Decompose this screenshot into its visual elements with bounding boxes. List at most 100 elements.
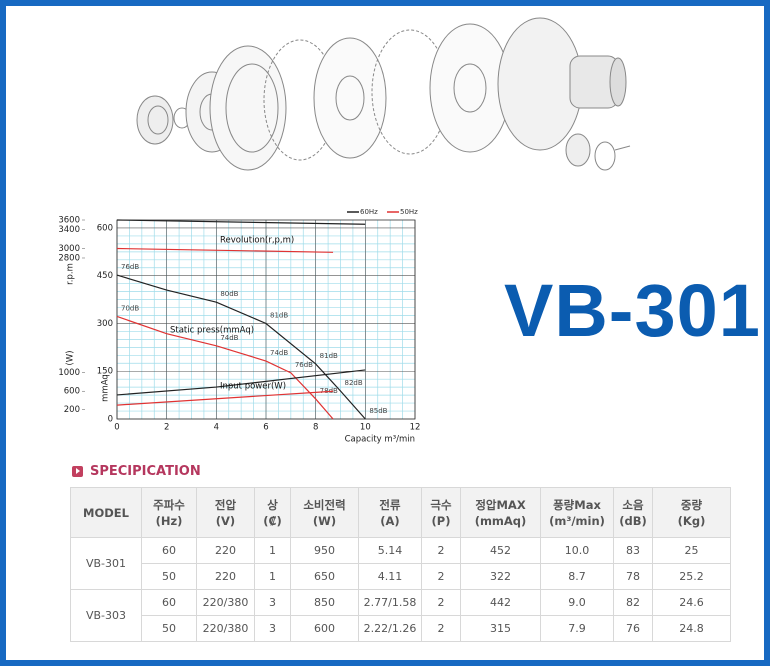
- x-tick-label: 0: [114, 423, 119, 433]
- model-name: VB-301: [504, 269, 761, 352]
- y-tick-label: 450: [97, 271, 113, 281]
- legend-label: 60Hz: [360, 208, 378, 216]
- body-cell: 220/380: [196, 589, 255, 616]
- y-tick-label: 300: [97, 319, 113, 329]
- header-text: (P): [431, 513, 451, 528]
- curve-label: Static press(mmAq): [170, 326, 254, 336]
- y-tick-label: 600: [64, 387, 80, 397]
- body-cell: 2: [421, 589, 461, 616]
- body-cell: 2.22/1.26: [358, 615, 422, 642]
- header-text: (W): [312, 513, 337, 528]
- point-label: 70dB: [121, 304, 139, 312]
- y-tick-label: 1000: [58, 368, 80, 378]
- body-cell: 25.2: [652, 563, 731, 590]
- header-text: (Kg): [677, 513, 706, 528]
- point-label: 76dB: [295, 361, 313, 369]
- header-text: 상: [267, 497, 278, 512]
- y-tick-label: 3000: [58, 244, 80, 254]
- body-cell: 220: [196, 537, 255, 564]
- header-cell: 상 (₡): [254, 487, 291, 538]
- body-cell: 10.0: [540, 537, 614, 564]
- x-tick-label: 10: [360, 423, 371, 433]
- y-tick-label: 3400: [58, 225, 80, 235]
- body-cell: 220: [196, 563, 255, 590]
- x-axis-title: Capacity m³/min: [345, 435, 415, 445]
- body-cell: 24.6: [652, 589, 731, 616]
- body-cell: 315: [460, 615, 541, 642]
- body-cell: 50: [141, 563, 197, 590]
- header-cell: 극수 (P): [421, 487, 461, 538]
- body-cell: 452: [460, 537, 541, 564]
- header-cell: 중량 (Kg): [652, 487, 731, 538]
- y-tick-label: 2800: [58, 253, 80, 263]
- curve: [116, 390, 334, 406]
- body-cell: 1: [254, 537, 291, 564]
- header-text: (m³/min): [549, 513, 605, 528]
- header-text: 중량: [680, 497, 703, 512]
- point-label: 76dB: [121, 263, 139, 271]
- body-row: VB-301 60 220 1 950 5.14 2 452 10.0 83 25: [70, 537, 731, 590]
- header-text: 정압MAX: [475, 497, 526, 512]
- header-cell: 소음 (dB): [613, 487, 653, 538]
- header-text: 전압: [214, 497, 237, 512]
- plot-frame: [116, 219, 416, 420]
- header-text: (V): [215, 513, 236, 528]
- header-row: MODEL 주파수 (Hz) 전압 (V) 상 (₡) 소비전력 (W) 전류 (A) 극수 (P) 정압…: [70, 487, 731, 538]
- body-cell: 600: [290, 615, 359, 642]
- header-text: 소비전력: [303, 497, 346, 512]
- x-tick-label: 2: [164, 423, 169, 433]
- section-icon: [72, 466, 83, 477]
- header-cell: MODEL: [70, 487, 142, 538]
- section-title: SPECIPICATION: [90, 464, 201, 479]
- y-axis-title: (W): [66, 350, 76, 365]
- body-cell: 3: [254, 589, 291, 616]
- body-cell: 60: [141, 537, 197, 564]
- body-cell: 3: [254, 615, 291, 642]
- curve: [116, 369, 366, 396]
- header-text: (Hz): [155, 513, 183, 528]
- y-axis-title: mmAq: [101, 374, 111, 402]
- section-heading: SPECIPICATION: [72, 464, 201, 479]
- header-cell: 주파수 (Hz): [141, 487, 197, 538]
- body-cell: 25: [652, 537, 731, 564]
- body-cell: 4.11: [358, 563, 422, 590]
- legend-label: 50Hz: [400, 208, 418, 216]
- x-tick-label: 6: [263, 423, 268, 433]
- body-cell: 82: [613, 589, 653, 616]
- curve-label: Revolution(r,p,m): [220, 236, 294, 246]
- body-cell: 1: [254, 563, 291, 590]
- header-text: 전류: [379, 497, 401, 512]
- point-label: 74dB: [220, 334, 238, 342]
- header-cell: 소비전력 (W): [290, 487, 359, 538]
- point-label: 85dB: [369, 407, 387, 415]
- body-cell: 50: [141, 615, 197, 642]
- body-row: 50 220/380 3 600 2.22/1.26 2 315 7.9 76 24.8: [71, 615, 731, 642]
- header-text: MODEL: [83, 505, 129, 520]
- body-cell: 950: [290, 537, 359, 564]
- curve-label: Input power(W): [220, 382, 286, 392]
- point-label: 74dB: [270, 349, 288, 357]
- model-cell: VB-301: [70, 537, 142, 590]
- body-cell: 2.77/1.58: [358, 589, 422, 616]
- body-cell: 442: [460, 589, 541, 616]
- model-cell: VB-303: [70, 589, 142, 642]
- y-tick-label: 150: [97, 367, 113, 377]
- y-tick-label: 3600: [58, 216, 80, 226]
- fan-illustration: [136, 17, 631, 171]
- spec-table: MODEL 주파수 (Hz) 전압 (V) 상 (₡) 소비전력 (W) 전류 (A) 극수 (P) 정압…: [70, 487, 731, 642]
- point-label: 81dB: [270, 311, 288, 319]
- header-text: (₡): [263, 513, 282, 528]
- curve: [116, 219, 366, 225]
- header-text: (mmAq): [474, 513, 527, 528]
- body-cell: 24.8: [652, 615, 731, 642]
- header-text: 풍량Max: [553, 497, 601, 512]
- body-cell: 220/380: [196, 615, 255, 642]
- point-label: 82dB: [345, 379, 363, 387]
- body-cell: 850: [290, 589, 359, 616]
- body-cell: 322: [460, 563, 541, 590]
- body-cell: 9.0: [540, 589, 614, 616]
- header-text: 주파수: [153, 497, 185, 512]
- body-row: 50 220 1 650 4.11 2 322 8.7 78 25.2: [71, 563, 731, 590]
